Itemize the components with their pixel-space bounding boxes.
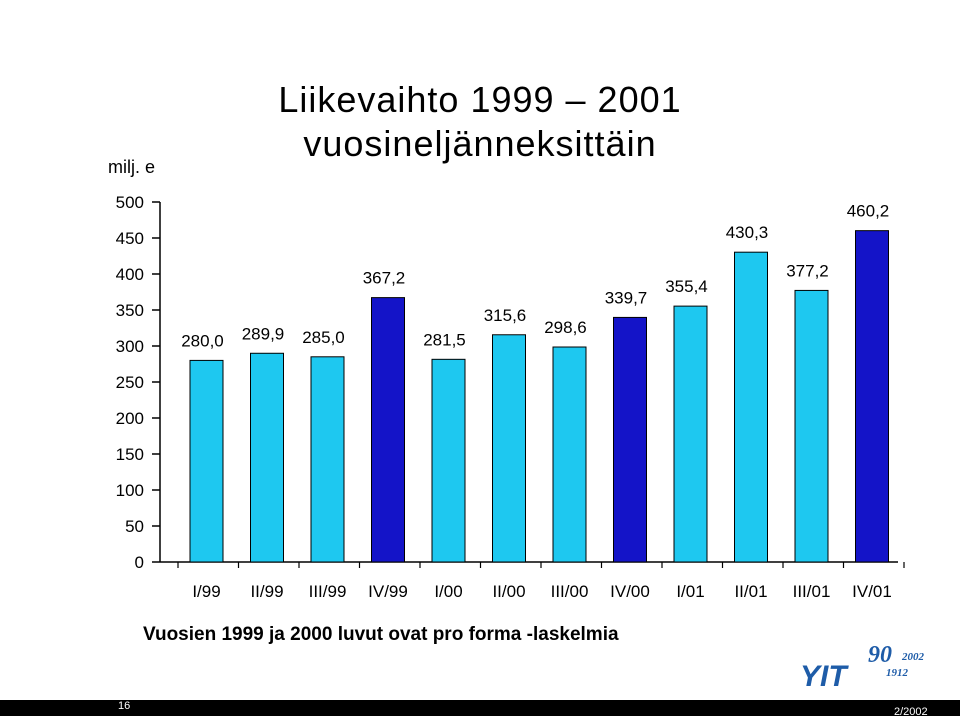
x-tick-label: I/01	[676, 582, 704, 601]
value-label: 289,9	[242, 324, 285, 343]
y-tick-label: 350	[116, 301, 144, 320]
logo-anniversary: 90	[868, 642, 892, 668]
x-tick-label: III/01	[793, 582, 831, 601]
x-tick-label: III/99	[309, 582, 347, 601]
y-tick-label: 300	[116, 337, 144, 356]
footnote: Vuosien 1999 ja 2000 luvut ovat pro form…	[143, 624, 619, 645]
y-tick-label: 50	[125, 517, 144, 536]
y-tick-label: 200	[116, 409, 144, 428]
bar	[371, 297, 405, 563]
bar	[552, 346, 587, 563]
bar	[613, 316, 647, 563]
y-tick-label: 250	[116, 373, 144, 392]
value-label: 298,6	[544, 318, 587, 337]
value-label: 430,3	[726, 223, 769, 242]
bar	[794, 289, 829, 563]
bar	[492, 334, 526, 563]
footer-date: 2/2002	[894, 706, 928, 718]
y-tick-label: 450	[116, 229, 144, 248]
y-tick-label: 0	[135, 553, 144, 572]
logo-year-top: 2002	[901, 651, 925, 663]
value-label: 377,2	[786, 261, 829, 280]
page-number: 16	[118, 700, 131, 712]
y-tick-label: 100	[116, 481, 144, 500]
value-label: 315,6	[484, 306, 527, 325]
x-tick-label: IV/00	[610, 582, 650, 601]
logo-year-bottom: 1912	[886, 667, 909, 679]
x-tick-label: I/00	[434, 582, 462, 601]
value-label: 355,4	[665, 277, 708, 296]
bar	[250, 352, 284, 563]
bar	[310, 356, 345, 563]
x-tick-label: III/00	[551, 582, 589, 601]
value-label: 339,7	[605, 288, 648, 307]
bar	[189, 359, 224, 563]
x-tick-label: IV/01	[852, 582, 892, 601]
y-axis-unit: milj. e	[108, 157, 156, 177]
x-tick-label: II/01	[734, 582, 767, 601]
chart-title-line2: vuosineljänneksittäin	[303, 123, 657, 164]
bar	[673, 305, 708, 563]
value-label: 281,5	[423, 330, 466, 349]
x-tick-label: I/99	[192, 582, 220, 601]
value-label: 285,0	[302, 328, 345, 347]
chart-title-line1: Liikevaihto 1999 – 2001	[278, 79, 682, 120]
y-tick-label: 150	[116, 445, 144, 464]
bar-chart: 0 50 100 150 200 250 300 350 400 450 500 280,0 I/99 2…	[116, 193, 905, 601]
footer-bar	[0, 700, 960, 716]
yit-logo: 90 2002 1912 YIT	[800, 642, 925, 688]
logo-text: YIT	[800, 660, 849, 688]
value-label: 460,2	[847, 202, 890, 221]
value-label: 367,2	[363, 269, 406, 288]
bar	[734, 251, 768, 563]
bar	[431, 358, 466, 563]
y-tick-label: 500	[116, 193, 144, 212]
x-tick-label: IV/99	[368, 582, 408, 601]
x-tick-label: II/00	[492, 582, 525, 601]
y-tick-label: 400	[116, 265, 144, 284]
bar	[855, 230, 889, 563]
value-label: 280,0	[181, 331, 224, 350]
x-tick-label: II/99	[250, 582, 283, 601]
